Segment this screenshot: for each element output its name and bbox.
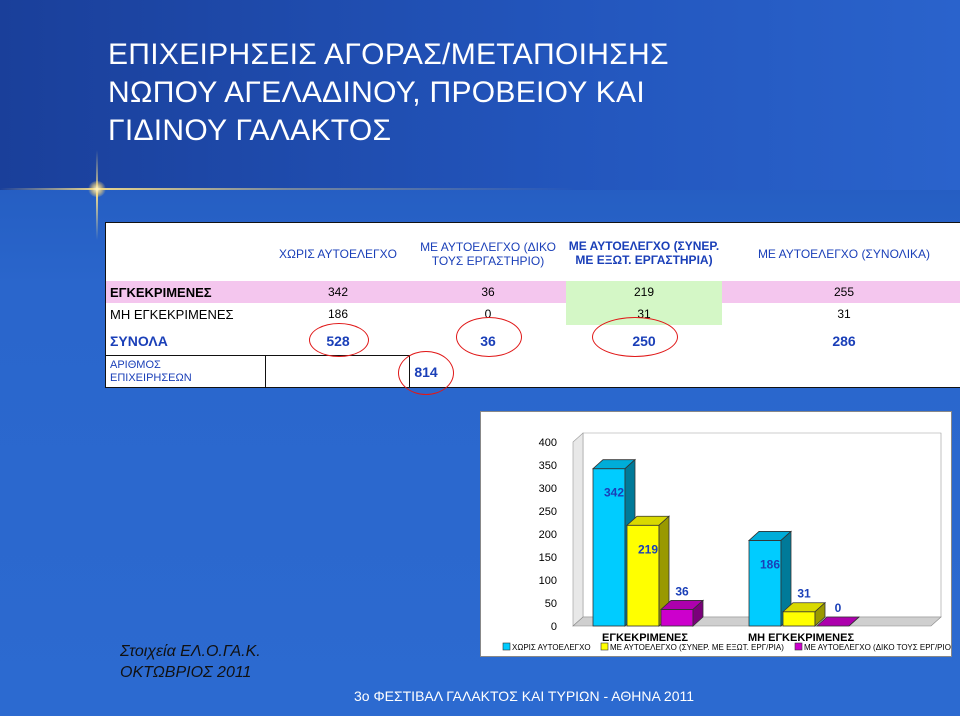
title-band xyxy=(0,0,960,190)
y-tick-label: 150 xyxy=(539,552,557,564)
legend-label-1: ΜΕ ΑΥΤΟΕΛΕΓΧΟ (ΣΥΝΕΡ. ΜΕ ΕΞΩΤ. ΕΡΓ/ΡΙΑ) xyxy=(610,643,784,652)
y-tick-label: 400 xyxy=(539,437,557,449)
data-label-1-1: 31 xyxy=(797,587,811,601)
bar-chart: 0 50 100 150 200 250 300 350 400 342 219 36 ΕΓΚΕΚΡΙΜ… xyxy=(502,432,954,652)
row-unapproved-highlight xyxy=(566,303,722,325)
cell-unapproved-1: 0 xyxy=(484,307,492,321)
highlight-circle-528 xyxy=(309,323,369,357)
y-tick-label: 200 xyxy=(539,529,557,541)
header-external-lab: ΜΕ ΑΥΤΟΕΛΕΓΧΟ (ΣΥΝΕΡ. ΜΕ ΕΞΩΤ. ΕΡΓΑΣΤΗΡΙ… xyxy=(568,239,720,267)
source-line-2: ΟΚΤΩΒΡΙΟΣ 2011 xyxy=(120,664,252,681)
y-tick-label: 300 xyxy=(539,483,557,495)
y-tick-label: 100 xyxy=(539,575,557,587)
cell-unapproved-3: 31 xyxy=(837,307,851,321)
bar-1-1 xyxy=(782,611,816,627)
row-label-totals: ΣΥΝΟΛΑ xyxy=(110,333,168,349)
row-approved-band xyxy=(106,281,960,303)
sparkle-line-horizontal xyxy=(0,188,960,190)
legend-label-0: ΧΩΡΙΣ ΑΥΤΟΕΛΕΓΧΟ xyxy=(512,643,591,652)
data-table: ΧΩΡΙΣ ΑΥΤΟΕΛΕΓΧΟ ΜΕ ΑΥΤΟΕΛΕΓΧΟ (ΔΙΚΟ ΤΟΥ… xyxy=(105,222,960,395)
data-label-0-2: 36 xyxy=(675,584,689,598)
sparkle-star-icon xyxy=(88,181,106,197)
count-value-cell xyxy=(266,355,410,387)
cell-unapproved-0: 186 xyxy=(327,307,349,321)
y-tick-label: 250 xyxy=(539,506,557,518)
legend-label-2: ΜΕ ΑΥΤΟΕΛΕΓΧΟ (ΔΙΚΟ ΤΟΥΣ ΕΡΓ/ΡΙΟ) xyxy=(804,643,951,652)
count-label-line-2: ΕΠΙΧΕΙΡΗΣΕΩΝ xyxy=(110,371,192,384)
cell-totals-3: 286 xyxy=(832,333,856,349)
footer-text: 3ο ΦΕΣΤΙΒΑΛ ΓΑΛΑΚΤΟΣ ΚΑΙ ΤΥΡΙΩΝ - ΑΘΗΝΑ … xyxy=(354,688,695,704)
count-label-line-1: ΑΡΙΘΜΟΣ xyxy=(110,358,161,371)
y-tick-label: 350 xyxy=(539,460,557,472)
bar-0-2 xyxy=(660,609,694,627)
legend-swatch-0 xyxy=(502,642,511,651)
title-line-3: ΓΙΔΙΝΟΥ ΓΑΛΑΚΤΟΣ xyxy=(108,114,392,147)
count-label-cell xyxy=(106,355,266,387)
chart-panel: 0 50 100 150 200 250 300 350 400 342 219 36 ΕΓΚΕΚΡΙΜ… xyxy=(480,411,954,657)
highlight-circle-250 xyxy=(592,317,678,357)
bar-0-1 xyxy=(626,524,660,627)
legend-swatch-2 xyxy=(794,642,803,651)
header-total-selfcheck: ΜΕ ΑΥΤΟΕΛΕΓΧΟ (ΣΥΝΟΛΙΚΑ) xyxy=(757,247,931,261)
data-label-0-0: 342 xyxy=(604,486,624,500)
highlight-circle-36 xyxy=(456,317,522,357)
highlight-circle-814 xyxy=(398,351,454,395)
title-line-2: ΝΩΠΟΥ ΑΓΕΛΑΔΙΝΟΥ, ΠΡΟΒΕΙΟΥ ΚΑΙ xyxy=(108,76,646,109)
y-tick-label: 0 xyxy=(551,621,557,633)
cell-approved-0: 342 xyxy=(327,285,349,299)
bar-side-1-1 xyxy=(814,601,826,627)
data-label-0-1: 219 xyxy=(638,542,658,556)
bar-side-0-2 xyxy=(692,599,704,627)
category-label-0: ΕΓΚΕΚΡΙΜΕΝΕΣ xyxy=(602,632,688,644)
data-label-1-2: 0 xyxy=(835,601,842,615)
source-note: Στοιχεία ΕΛ.Ο.ΓΑ.Κ. ΟΚΤΩΒΡΙΟΣ 2011 xyxy=(120,641,261,683)
cell-approved-3: 255 xyxy=(833,285,855,299)
row-approved-highlight xyxy=(566,281,722,303)
data-label-1-0: 186 xyxy=(760,557,780,571)
row-label-unapproved: ΜΗ ΕΓΚΕΚΡΙΜΕΝΕΣ xyxy=(110,306,234,322)
chart-side-wall xyxy=(572,432,584,627)
count-label: ΑΡΙΘΜΟΣ ΕΠΙΧΕΙΡΗΣΕΩΝ xyxy=(106,356,266,387)
source-line-1: Στοιχεία ΕΛ.Ο.ΓΑ.Κ. xyxy=(120,643,261,660)
cell-approved-1: 36 xyxy=(481,285,495,299)
header-own-lab: ΜΕ ΑΥΤΟΕΛΕΓΧΟ (ΔΙΚΟ ΤΟΥΣ ΕΡΓΑΣΤΗΡΙΟ) xyxy=(420,240,556,268)
legend-swatch-1 xyxy=(600,642,609,651)
title-line-1: ΕΠΙΧΕΙΡΗΣΕΙΣ ΑΓΟΡΑΣ/ΜΕΤΑΠΟΙΗΣΗΣ xyxy=(108,38,669,71)
bar-side-1-2 xyxy=(848,616,860,627)
y-tick-label: 50 xyxy=(545,598,557,610)
bar-1-0 xyxy=(748,540,782,627)
row-label-approved: ΕΓΚΕΚΡΙΜΕΝΕΣ xyxy=(110,284,212,300)
header-no-selfcheck: ΧΩΡΙΣ ΑΥΤΟΕΛΕΓΧΟ xyxy=(279,247,397,261)
cell-approved-2: 219 xyxy=(633,285,655,299)
page-title: ΕΠΙΧΕΙΡΗΣΕΙΣ ΑΓΟΡΑΣ/ΜΕΤΑΠΟΙΗΣΗΣ ΝΩΠΟΥ ΑΓ… xyxy=(108,36,928,150)
category-label-1: ΜΗ ΕΓΚΕΚΡΙΜΕΝΕΣ xyxy=(748,632,855,644)
bar-0-0 xyxy=(592,468,626,627)
